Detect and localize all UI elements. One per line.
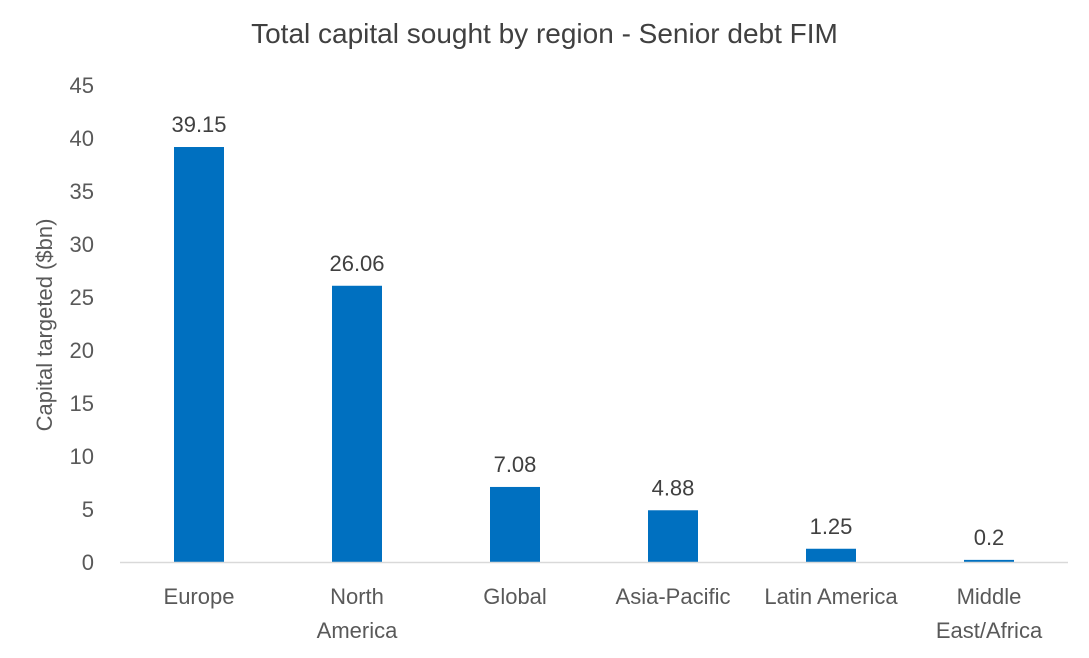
data-label: 7.08: [494, 452, 537, 477]
category-label: Latin America: [764, 584, 898, 609]
y-tick-label: 25: [70, 285, 94, 310]
y-tick-label: 15: [70, 391, 94, 416]
y-tick-label: 35: [70, 179, 94, 204]
bar: [806, 548, 856, 562]
data-label: 0.2: [974, 525, 1005, 550]
category-label: America: [317, 618, 398, 643]
category-label: Global: [483, 584, 547, 609]
chart-title: Total capital sought by region - Senior …: [251, 18, 838, 49]
data-labels-group: 39.15 26.06 7.08 4.88 1.25 0.2: [171, 112, 1004, 550]
y-tick-label: 5: [82, 497, 94, 522]
x-axis-labels: Europe North America Global Asia-Pacific Lati…: [164, 584, 1043, 643]
bar: [964, 559, 1014, 562]
y-axis-title: Capital targeted ($bn): [32, 219, 57, 432]
data-label: 39.15: [171, 112, 226, 137]
category-label: Middle: [957, 584, 1022, 609]
bar: [648, 510, 698, 562]
y-tick-label: 45: [70, 73, 94, 98]
data-label: 26.06: [329, 251, 384, 276]
y-tick-label: 0: [82, 550, 94, 575]
y-tick-label: 40: [70, 126, 94, 151]
data-label: 4.88: [652, 475, 695, 500]
y-tick-label: 30: [70, 232, 94, 257]
bar: [490, 486, 540, 562]
y-axis-ticks: 0 5 10 15 20 25 30 35 40 45: [70, 73, 94, 575]
category-label: Europe: [164, 584, 235, 609]
bars-group: [174, 147, 1014, 562]
bar: [332, 285, 382, 562]
y-tick-label: 10: [70, 444, 94, 469]
y-tick-label: 20: [70, 338, 94, 363]
bar: [174, 147, 224, 562]
data-label: 1.25: [810, 514, 853, 539]
category-label: North: [330, 584, 384, 609]
category-label: Asia-Pacific: [616, 584, 731, 609]
category-label: East/Africa: [936, 618, 1043, 643]
